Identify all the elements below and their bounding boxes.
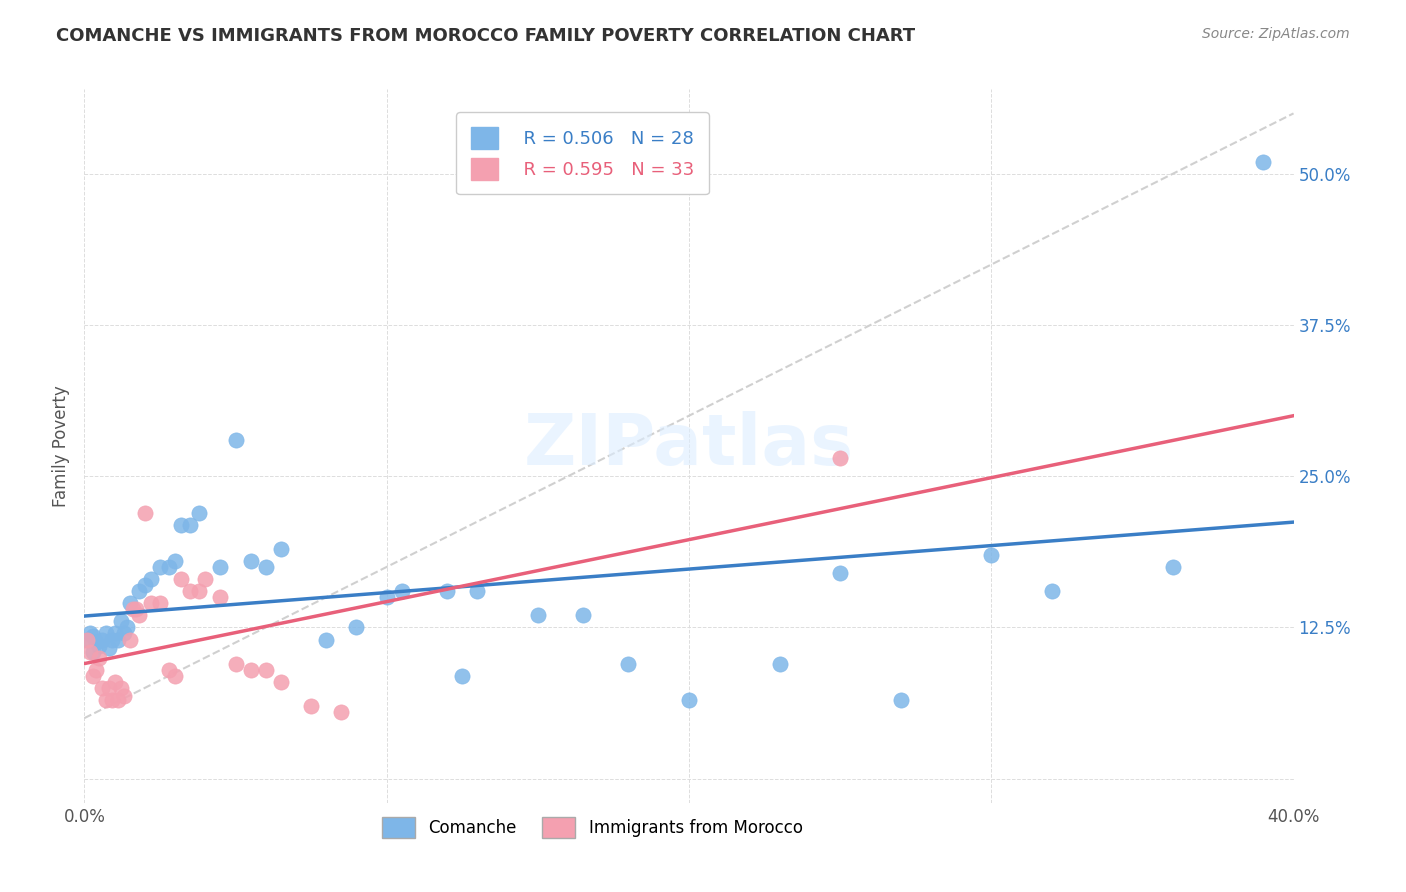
Point bbox=[225, 433, 247, 447]
Point bbox=[188, 584, 211, 599]
Point bbox=[149, 560, 172, 574]
Point bbox=[128, 584, 150, 599]
Point bbox=[82, 629, 104, 643]
Point bbox=[110, 615, 132, 629]
Point bbox=[239, 663, 262, 677]
Point bbox=[315, 632, 337, 647]
Point bbox=[112, 626, 135, 640]
Point bbox=[179, 584, 201, 599]
Point bbox=[97, 640, 120, 655]
Point bbox=[91, 632, 114, 647]
Point bbox=[82, 645, 104, 659]
Point bbox=[107, 693, 129, 707]
Point bbox=[86, 635, 108, 649]
Point bbox=[165, 669, 187, 683]
Point bbox=[82, 669, 104, 683]
Point bbox=[134, 578, 156, 592]
Point bbox=[1253, 154, 1275, 169]
Point bbox=[125, 602, 148, 616]
Point bbox=[179, 517, 201, 532]
Point bbox=[165, 554, 187, 568]
Point bbox=[157, 560, 180, 574]
Point bbox=[76, 632, 98, 647]
Point bbox=[209, 590, 232, 604]
Point bbox=[617, 657, 640, 671]
Point bbox=[89, 650, 111, 665]
Legend: Comanche, Immigrants from Morocco: Comanche, Immigrants from Morocco bbox=[375, 811, 810, 845]
Point bbox=[104, 626, 127, 640]
Point bbox=[330, 705, 353, 719]
Point bbox=[391, 584, 413, 599]
Point bbox=[980, 548, 1002, 562]
Point bbox=[254, 663, 277, 677]
Point bbox=[254, 560, 277, 574]
Point bbox=[572, 608, 595, 623]
Point bbox=[830, 451, 852, 466]
Point bbox=[128, 608, 150, 623]
Point bbox=[115, 620, 138, 634]
Point bbox=[346, 620, 368, 634]
Point bbox=[94, 693, 117, 707]
Point bbox=[225, 657, 247, 671]
Point bbox=[170, 572, 193, 586]
Point bbox=[100, 632, 122, 647]
Point bbox=[110, 681, 132, 695]
Point bbox=[436, 584, 458, 599]
Point bbox=[104, 674, 127, 689]
Text: Source: ZipAtlas.com: Source: ZipAtlas.com bbox=[1202, 27, 1350, 41]
Text: ZIPatlas: ZIPatlas bbox=[524, 411, 853, 481]
Point bbox=[194, 572, 217, 586]
Point bbox=[890, 693, 912, 707]
Point bbox=[91, 681, 114, 695]
Point bbox=[76, 632, 98, 647]
Point bbox=[157, 663, 180, 677]
Point bbox=[149, 596, 172, 610]
Point bbox=[188, 506, 211, 520]
Point bbox=[112, 690, 135, 704]
Point bbox=[139, 596, 162, 610]
Point bbox=[139, 572, 162, 586]
Point bbox=[79, 626, 101, 640]
Point bbox=[299, 699, 322, 714]
Point bbox=[79, 645, 101, 659]
Point bbox=[107, 632, 129, 647]
Point bbox=[118, 632, 141, 647]
Point bbox=[121, 602, 143, 616]
Point bbox=[830, 566, 852, 580]
Point bbox=[100, 693, 122, 707]
Point bbox=[678, 693, 700, 707]
Point bbox=[209, 560, 232, 574]
Text: COMANCHE VS IMMIGRANTS FROM MOROCCO FAMILY POVERTY CORRELATION CHART: COMANCHE VS IMMIGRANTS FROM MOROCCO FAMI… bbox=[56, 27, 915, 45]
Point bbox=[89, 639, 111, 653]
Point bbox=[1040, 584, 1063, 599]
Point bbox=[375, 590, 398, 604]
Y-axis label: Family Poverty: Family Poverty bbox=[52, 385, 70, 507]
Point bbox=[239, 554, 262, 568]
Point bbox=[769, 657, 792, 671]
Point bbox=[86, 663, 108, 677]
Point bbox=[527, 608, 550, 623]
Point bbox=[270, 541, 292, 556]
Point bbox=[97, 681, 120, 695]
Point bbox=[451, 669, 474, 683]
Point bbox=[94, 626, 117, 640]
Point bbox=[467, 584, 489, 599]
Point bbox=[270, 674, 292, 689]
Point bbox=[1161, 560, 1184, 574]
Point bbox=[170, 517, 193, 532]
Point bbox=[134, 506, 156, 520]
Point bbox=[118, 596, 141, 610]
